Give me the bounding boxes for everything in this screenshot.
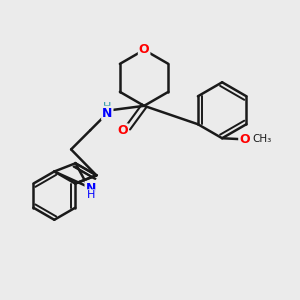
Text: CH₃: CH₃ [253,134,272,144]
Text: N: N [102,107,112,120]
Text: O: O [139,44,149,56]
Text: O: O [117,124,128,137]
Text: O: O [239,133,250,146]
Text: H: H [86,190,95,200]
Text: N: N [85,182,96,195]
Text: H: H [103,102,112,112]
